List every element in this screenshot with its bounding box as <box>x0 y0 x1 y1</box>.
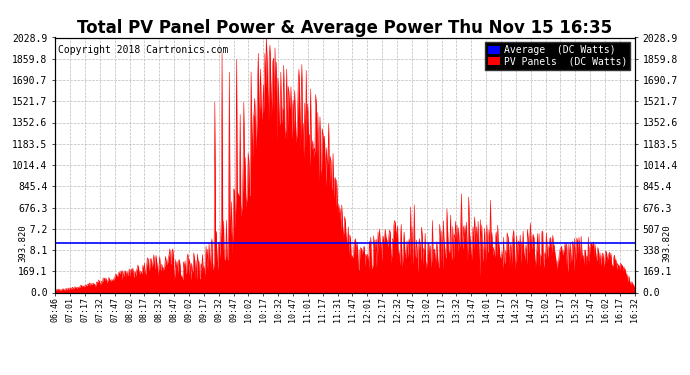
Text: Copyright 2018 Cartronics.com: Copyright 2018 Cartronics.com <box>58 45 228 55</box>
Legend: Average  (DC Watts), PV Panels  (DC Watts): Average (DC Watts), PV Panels (DC Watts) <box>485 42 630 70</box>
Text: 393.820: 393.820 <box>19 224 28 262</box>
Title: Total PV Panel Power & Average Power Thu Nov 15 16:35: Total PV Panel Power & Average Power Thu… <box>77 20 613 38</box>
Text: 393.820: 393.820 <box>662 224 671 262</box>
